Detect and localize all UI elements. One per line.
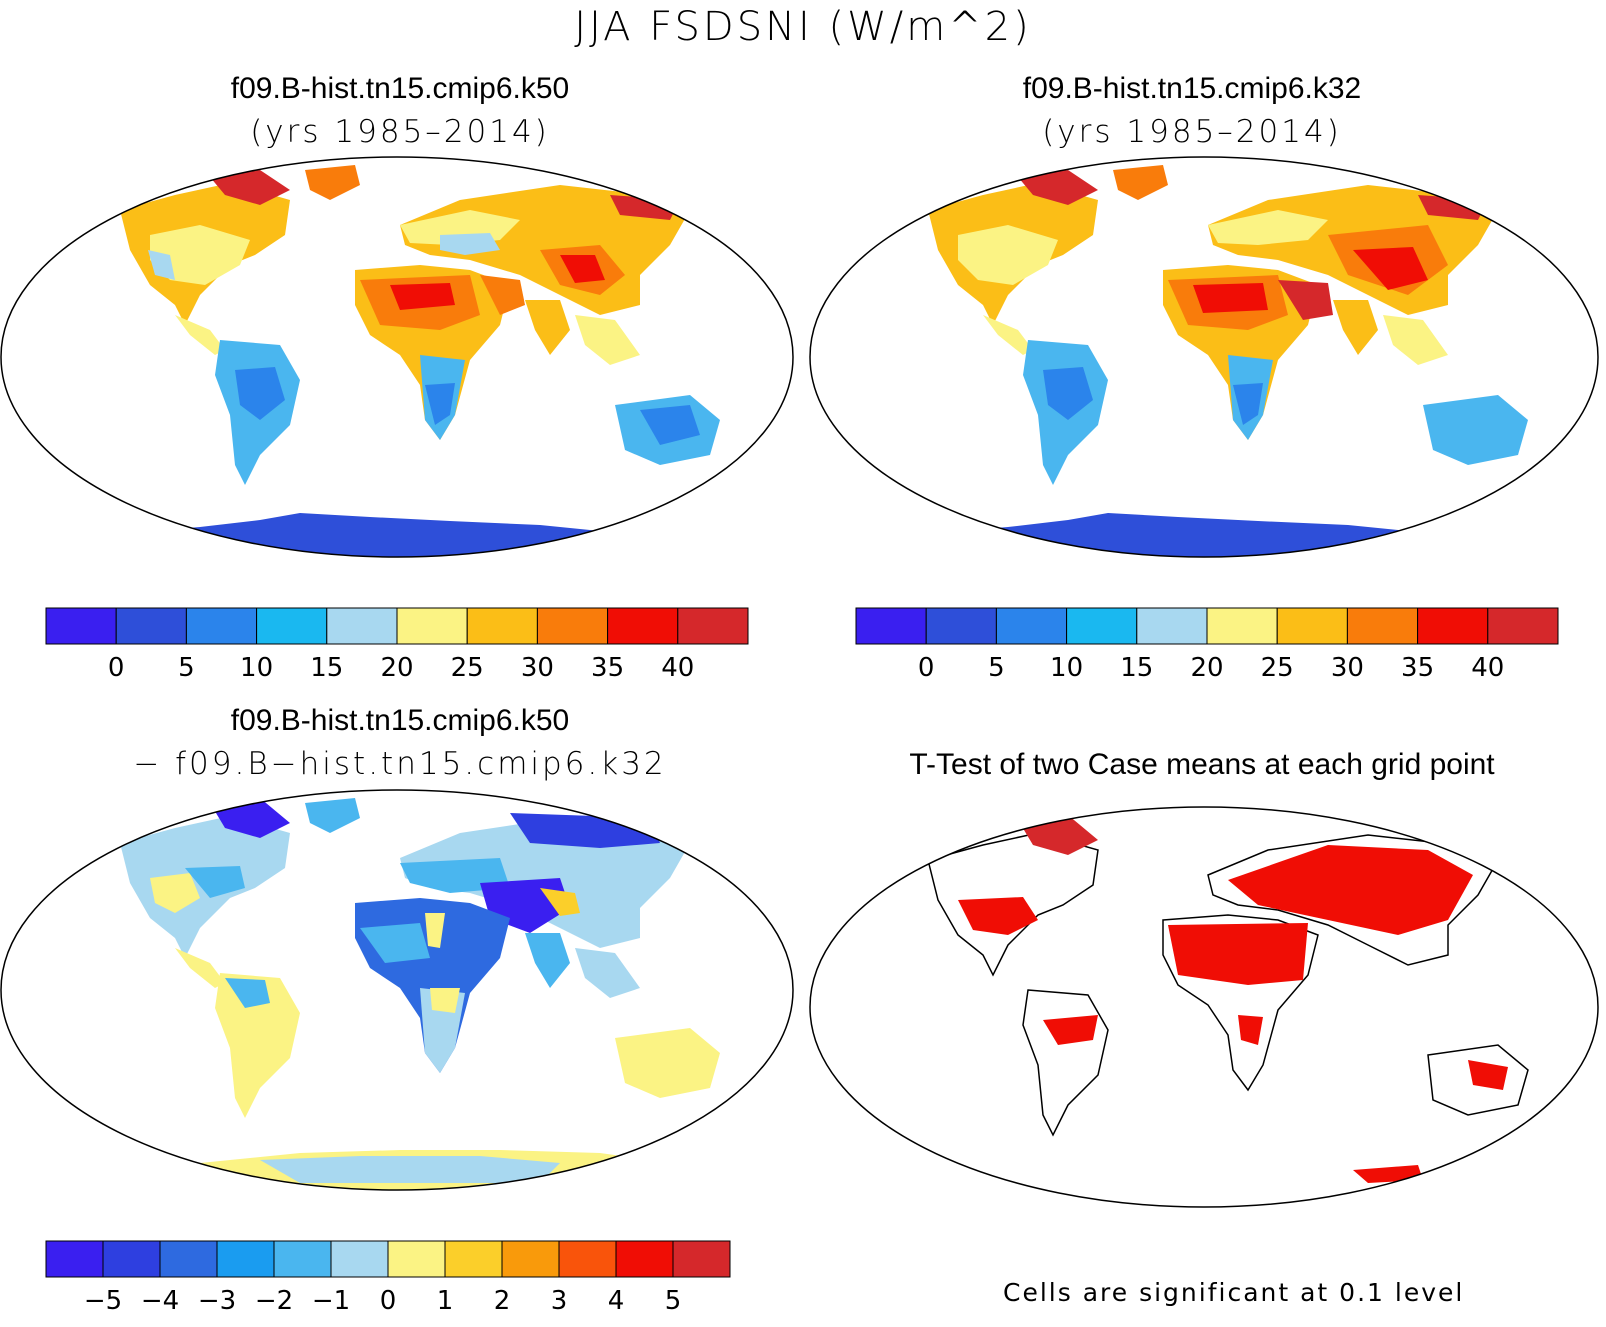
cb-diff-swatch-3: [216, 1240, 275, 1278]
cb-k50-label: 35: [591, 653, 624, 683]
cb-diff-label: 4: [608, 1286, 625, 1316]
cb-k50-label: 5: [178, 653, 195, 683]
cb-k32-label: 10: [1050, 653, 1083, 683]
colorbar-difference: −5 −4 −3 −2 −1 0 1 2 3 4 5: [45, 1240, 731, 1316]
cb-k32-label: 35: [1401, 653, 1434, 683]
cb-k50-swatch-6: [466, 607, 538, 645]
cb-k50-label: 25: [451, 653, 484, 683]
cb-diff-swatch-1: [102, 1240, 161, 1278]
cb-k50-swatch-2: [185, 607, 258, 645]
cb-diff-label: 2: [494, 1286, 511, 1316]
cb-diff-swatch-0: [45, 1240, 104, 1278]
colorbar-k50: 0 5 10 15 20 25 30 35 40: [45, 607, 749, 683]
cb-diff-swatch-11: [672, 1240, 731, 1278]
map-k50: [0, 156, 794, 558]
cb-diff-swatch-2: [159, 1240, 218, 1278]
cb-diff-swatch-8: [501, 1240, 560, 1278]
cb-k32-swatch-6: [1276, 607, 1348, 645]
map-ttest: [809, 806, 1599, 1208]
cb-diff-label: −1: [312, 1286, 350, 1316]
figure-title: JJA FSDSNI (W/m^2): [574, 4, 1032, 50]
cb-k32-swatch-5: [1206, 607, 1278, 645]
panel-title-k32: f09.B-hist.tn15.cmip6.k32: [1022, 72, 1362, 105]
cb-k32-swatch-1: [925, 607, 997, 645]
colorbar-difference-swatches: [45, 1240, 731, 1278]
colorbar-k50-swatches: [45, 607, 749, 645]
cb-diff-swatch-7: [444, 1240, 503, 1278]
cb-diff-label: 3: [551, 1286, 568, 1316]
cb-k32-swatch-7: [1346, 607, 1419, 645]
cb-k32-swatch-8: [1417, 607, 1489, 645]
cb-k32-label: 30: [1331, 653, 1364, 683]
cb-diff-swatch-5: [330, 1240, 389, 1278]
panel-title-ttest: T-Test of two Case means at each grid po…: [909, 748, 1495, 781]
cb-k32-swatch-4: [1136, 607, 1208, 645]
map-k32: [809, 156, 1599, 558]
cb-k50-label: 15: [310, 653, 343, 683]
cb-k50-swatch-9: [677, 607, 749, 645]
cb-k50-label: 10: [240, 653, 273, 683]
cb-k50-swatch-0: [45, 607, 117, 645]
cb-k50-swatch-8: [607, 607, 679, 645]
cb-diff-label: 0: [380, 1286, 397, 1316]
panel-title-diff: f09.B-hist.tn15.cmip6.k50: [230, 704, 570, 737]
cb-diff-label: 1: [437, 1286, 454, 1316]
cb-k32-label: 20: [1190, 653, 1223, 683]
cb-k50-label: 20: [380, 653, 413, 683]
cb-diff-swatch-9: [558, 1240, 617, 1278]
cb-diff-label: −3: [198, 1286, 236, 1316]
cb-k50-swatch-4: [326, 607, 398, 645]
panel-subtitle-k32: (yrs 1985–2014): [1042, 114, 1342, 150]
colorbar-k32: 0 5 10 15 20 25 30 35 40: [855, 607, 1559, 683]
cb-k50-label: 0: [108, 653, 125, 683]
cb-diff-swatch-4: [273, 1240, 332, 1278]
panel-subtitle-k50: (yrs 1985–2014): [250, 114, 550, 150]
cb-k32-swatch-9: [1487, 607, 1559, 645]
cb-k32-label: 5: [988, 653, 1005, 683]
cb-k50-label: 40: [661, 653, 694, 683]
significance-footnote: Cells are significant at 0.1 level: [1003, 1278, 1465, 1307]
map-difference: [0, 789, 794, 1191]
cb-k50-swatch-5: [396, 607, 468, 645]
colorbar-k32-swatches: [855, 607, 1559, 645]
cb-diff-swatch-10: [615, 1240, 674, 1278]
cb-diff-label: −2: [255, 1286, 293, 1316]
cb-k32-swatch-0: [855, 607, 927, 645]
cb-k32-swatch-2: [995, 607, 1068, 645]
cb-diff-label: −5: [84, 1286, 122, 1316]
cb-k50-swatch-3: [256, 607, 328, 645]
cb-k50-swatch-7: [536, 607, 609, 645]
cb-k32-swatch-3: [1066, 607, 1138, 645]
panel-subtitle-diff: − f09.B−hist.tn15.cmip6.k32: [133, 746, 667, 782]
cb-k32-label: 40: [1471, 653, 1504, 683]
panel-title-k50: f09.B-hist.tn15.cmip6.k50: [230, 72, 570, 105]
cb-k32-label: 15: [1120, 653, 1153, 683]
cb-k50-swatch-1: [115, 607, 187, 645]
cb-diff-label: −4: [141, 1286, 179, 1316]
cb-diff-label: 5: [665, 1286, 682, 1316]
cb-k32-label: 25: [1261, 653, 1294, 683]
cb-diff-swatch-6: [387, 1240, 446, 1278]
cb-k32-label: 0: [918, 653, 935, 683]
cb-k50-label: 30: [521, 653, 554, 683]
